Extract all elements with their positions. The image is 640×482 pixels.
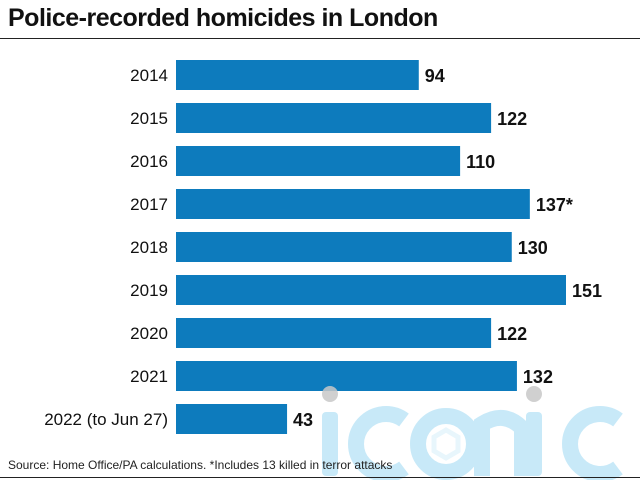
category-label: 2021 [130,367,168,386]
category-label: 2016 [130,152,168,171]
bar [176,232,512,262]
watermark-letter-i-2 [526,412,542,476]
value-label: 110 [466,152,495,172]
value-label: 137* [536,195,573,215]
bar [176,275,566,305]
bar-chart: 2014 94 2015 122 2016 110 2017 137* 2018 130 2019 1… [44,60,602,434]
watermark-letter-c-1 [348,406,409,480]
bar [176,60,419,90]
bar [176,146,461,176]
watermark-dot-1 [322,386,338,402]
iconic-watermark [322,386,623,480]
source-note: Source: Home Office/PA calculations. *In… [8,458,393,472]
watermark-dot-2 [526,386,542,402]
value-label: 122 [497,109,527,129]
category-label: 2014 [130,66,168,85]
category-label: 2019 [130,281,168,300]
footer-divider [0,477,640,478]
category-label: 2017 [130,195,168,214]
value-label: 151 [572,281,602,301]
value-label: 94 [425,66,445,86]
watermark-hex-icon [431,427,461,461]
category-label: 2018 [130,238,168,257]
watermark-letter-c-2 [562,406,623,480]
bar [176,361,517,391]
value-label: 130 [518,238,548,258]
watermark-letter-o [410,408,482,480]
category-label: 2015 [130,109,168,128]
value-label: 122 [497,324,527,344]
bar [176,318,492,348]
watermark-letter-i-1 [322,412,338,476]
watermark-letter-n [474,410,530,476]
value-label: 132 [523,367,553,387]
chart-title: Police-recorded homicides in London [8,4,438,32]
bar [176,189,530,219]
bar [176,103,492,133]
category-label: 2022 (to Jun 27) [44,410,168,429]
value-label: 43 [293,410,313,430]
bar [176,404,288,434]
title-divider [0,38,640,39]
category-label: 2020 [130,324,168,343]
